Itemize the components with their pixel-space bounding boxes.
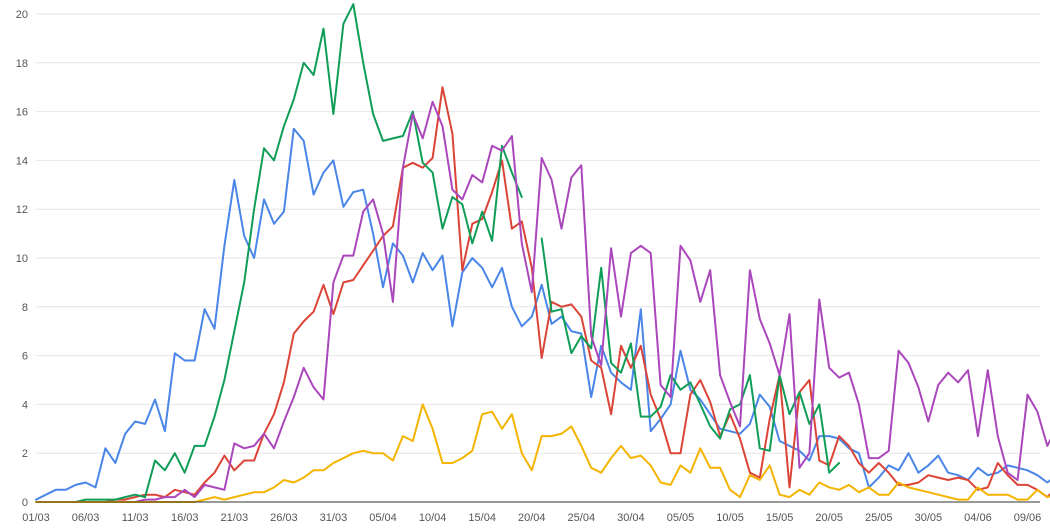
y-tick-label: 2 xyxy=(22,448,28,460)
x-tick-label: 10/04 xyxy=(419,512,447,524)
y-tick-label: 4 xyxy=(22,399,28,411)
x-tick-label: 01/03 xyxy=(22,512,50,524)
x-tick-label: 26/03 xyxy=(270,512,298,524)
x-tick-label: 31/03 xyxy=(320,512,348,524)
y-tick-label: 14 xyxy=(16,155,28,167)
x-tick-label: 15/05 xyxy=(766,512,794,524)
x-tick-label: 25/04 xyxy=(568,512,596,524)
x-tick-label: 11/03 xyxy=(122,512,149,524)
x-tick-label: 30/05 xyxy=(915,512,943,524)
x-tick-label: 20/04 xyxy=(518,512,546,524)
x-tick-label: 15/04 xyxy=(468,512,496,524)
y-axis-tick-labels: 0 2 4 6 8 10 12 14 16 18 20 xyxy=(16,9,28,509)
x-tick-label: 06/03 xyxy=(72,512,100,524)
y-tick-label: 18 xyxy=(16,58,28,70)
x-tick-label: 16/03 xyxy=(171,512,199,524)
series-line-4 xyxy=(35,100,1050,503)
y-tick-label: 20 xyxy=(16,9,28,21)
y-tick-label: 12 xyxy=(16,204,28,216)
x-axis-tick-labels: 01/03 06/03 11/03 16/03 21/03 26/03 31/03 05/04… xyxy=(22,512,1042,524)
x-tick-label: 10/05 xyxy=(716,512,744,524)
x-tick-label: 04/06 xyxy=(964,512,992,524)
gridlines xyxy=(36,13,1040,454)
y-tick-label: 6 xyxy=(22,351,28,363)
x-tick-label: 09/06 xyxy=(1014,512,1042,524)
x-tick-label: 20/05 xyxy=(815,512,843,524)
y-tick-label: 8 xyxy=(22,302,28,314)
series-lines xyxy=(35,3,1050,503)
x-tick-label: 05/04 xyxy=(369,512,397,524)
x-tick-label: 30/04 xyxy=(617,512,645,524)
x-tick-label: 05/05 xyxy=(667,512,695,524)
series-line-3 xyxy=(35,3,841,503)
y-tick-label: 10 xyxy=(16,253,28,265)
series-line-1 xyxy=(35,127,1050,501)
series-line-2 xyxy=(35,86,1050,503)
x-tick-label: 21/03 xyxy=(221,512,249,524)
y-tick-label: 16 xyxy=(16,107,28,119)
x-tick-label: 25/05 xyxy=(865,512,893,524)
y-tick-label: 0 xyxy=(22,497,28,509)
series-line-5 xyxy=(35,403,1050,503)
